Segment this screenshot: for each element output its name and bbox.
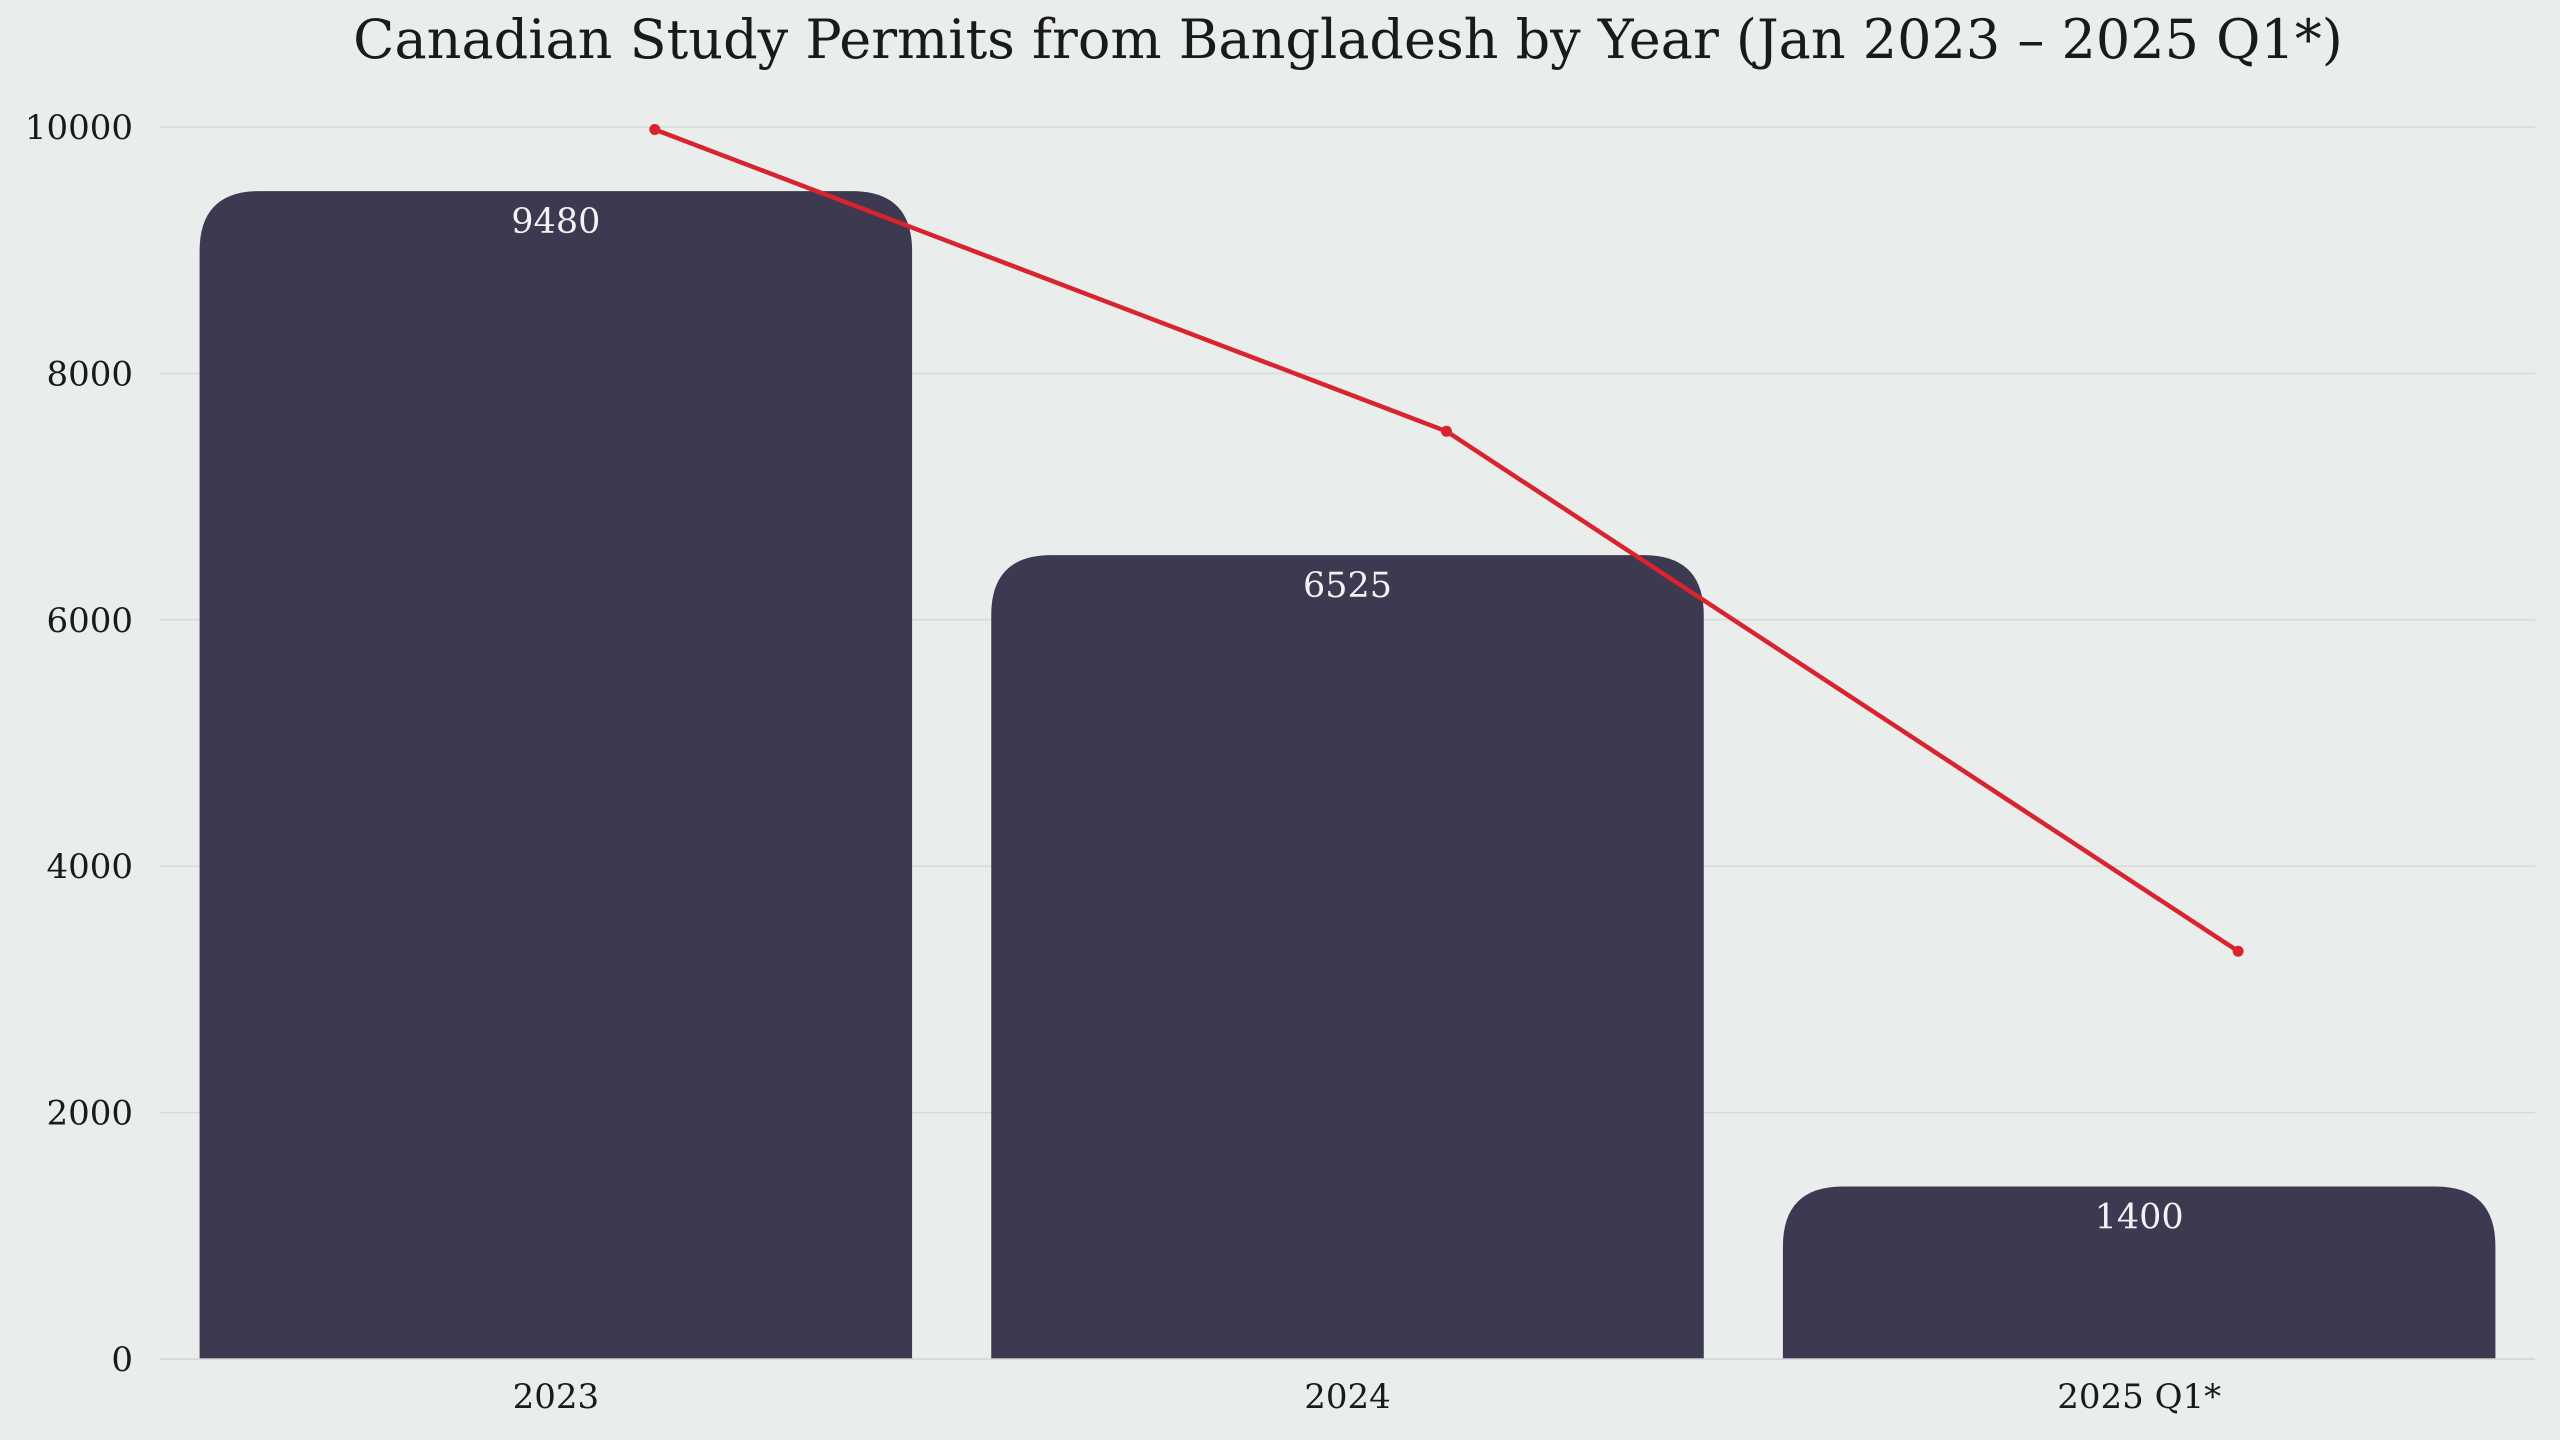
y-tick-label: 0	[111, 1340, 133, 1380]
data-label: 9480	[511, 202, 600, 242]
data-label: 1400	[2095, 1198, 2184, 1238]
trend-point-2025-q1-	[2232, 945, 2244, 957]
axes: 0 2000 4000 6000 8000 10000 2023 2024 2025 Q1*	[25, 108, 2535, 1417]
trend-point-2023	[649, 123, 661, 135]
trend-point-2024	[1440, 425, 1452, 437]
bar-2023	[199, 191, 913, 1360]
x-tick-label: 2025 Q1*	[2057, 1377, 2221, 1417]
bar-2024	[991, 555, 1704, 1359]
y-tick-label: 8000	[46, 354, 133, 394]
trend-line-group	[649, 123, 2244, 957]
y-tick-label: 4000	[46, 847, 133, 887]
data-label: 6525	[1303, 566, 1392, 606]
data-labels: 9480 6525 1400	[511, 202, 2183, 1237]
y-tick-label: 10000	[25, 108, 133, 148]
y-tick-label: 6000	[46, 601, 133, 641]
chart-title: Canadian Study Permits from Bangladesh b…	[353, 8, 2343, 71]
bar-2025-q1-	[1782, 1186, 2496, 1359]
bars	[199, 191, 2496, 1360]
y-tick-label: 2000	[46, 1094, 133, 1134]
x-tick-label: 2023	[513, 1377, 600, 1417]
x-tick-label: 2024	[1304, 1377, 1391, 1417]
